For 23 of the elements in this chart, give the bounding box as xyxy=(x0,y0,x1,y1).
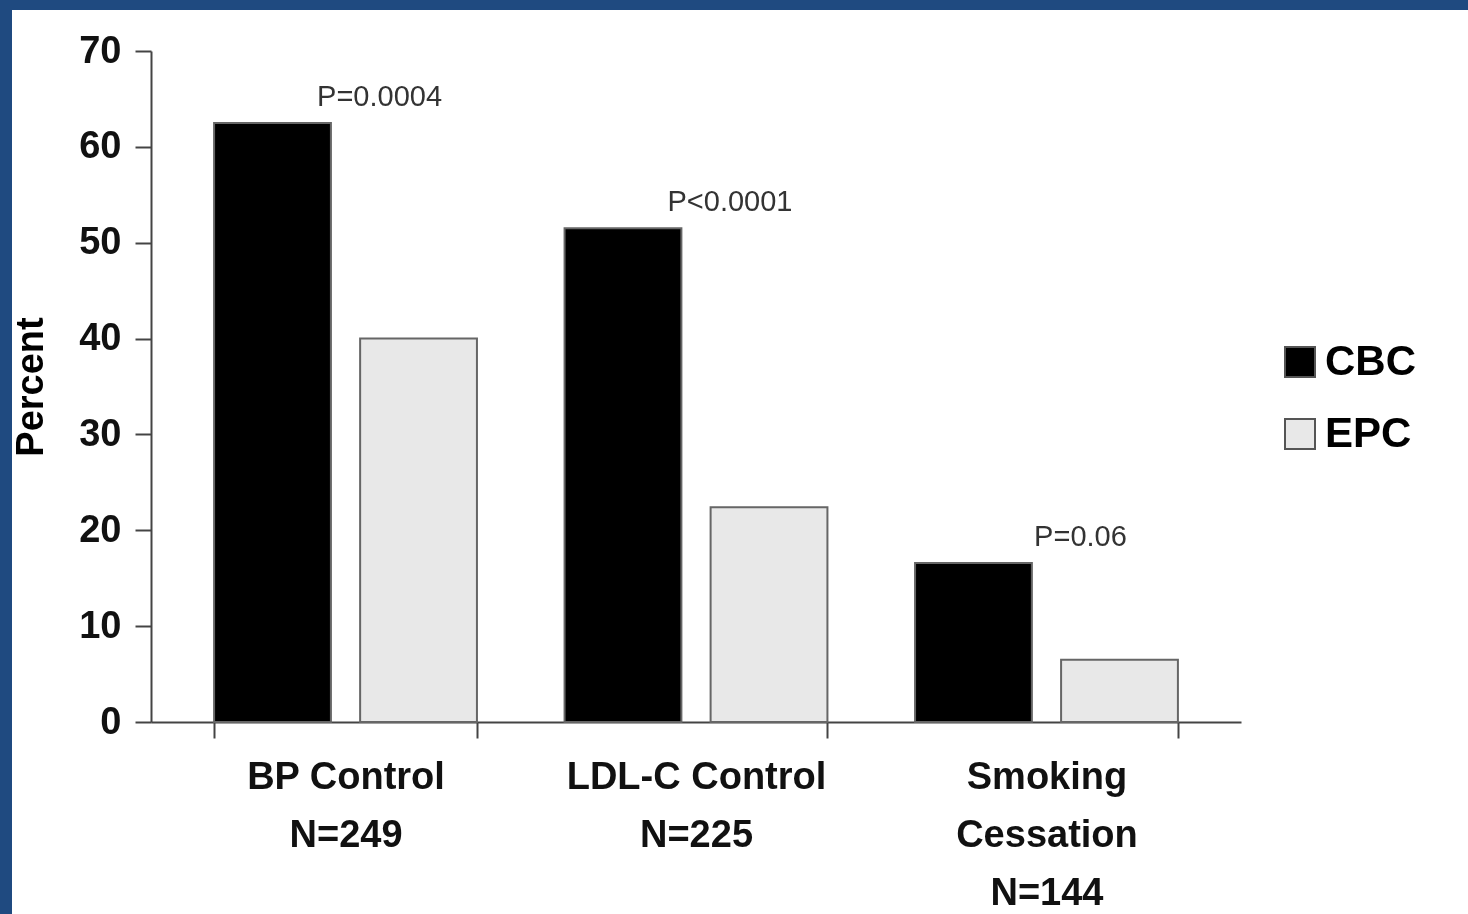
bar xyxy=(1060,658,1179,723)
y-tick-label: 0 xyxy=(100,699,122,742)
legend-label: EPC xyxy=(1325,409,1412,456)
x-tick-label: Smoking Cessation N=144 xyxy=(956,754,1138,913)
y-axis-title: Percent xyxy=(9,316,52,457)
y-tick-label: 40 xyxy=(79,316,122,359)
bar xyxy=(213,121,332,723)
y-tick-label: 70 xyxy=(79,28,122,71)
y-tick-label: 50 xyxy=(79,220,122,263)
legend-label: CBC xyxy=(1325,337,1416,384)
bar xyxy=(563,227,683,723)
bar xyxy=(709,506,829,723)
annotation: P=0.0004 xyxy=(317,79,443,112)
x-tick-label: LDL-C Control N=225 xyxy=(566,754,827,855)
y-tick-label: 30 xyxy=(79,411,122,454)
y-tick-label: 60 xyxy=(79,124,122,167)
bar xyxy=(359,337,478,723)
annotation: P=0.06 xyxy=(1034,519,1127,552)
y-tick-label: 10 xyxy=(79,603,122,646)
x-tick-label: BP Control N=249 xyxy=(247,754,445,855)
y-tick-label: 20 xyxy=(79,507,122,550)
annotation: P<0.0001 xyxy=(667,185,793,218)
bar xyxy=(914,561,1033,723)
